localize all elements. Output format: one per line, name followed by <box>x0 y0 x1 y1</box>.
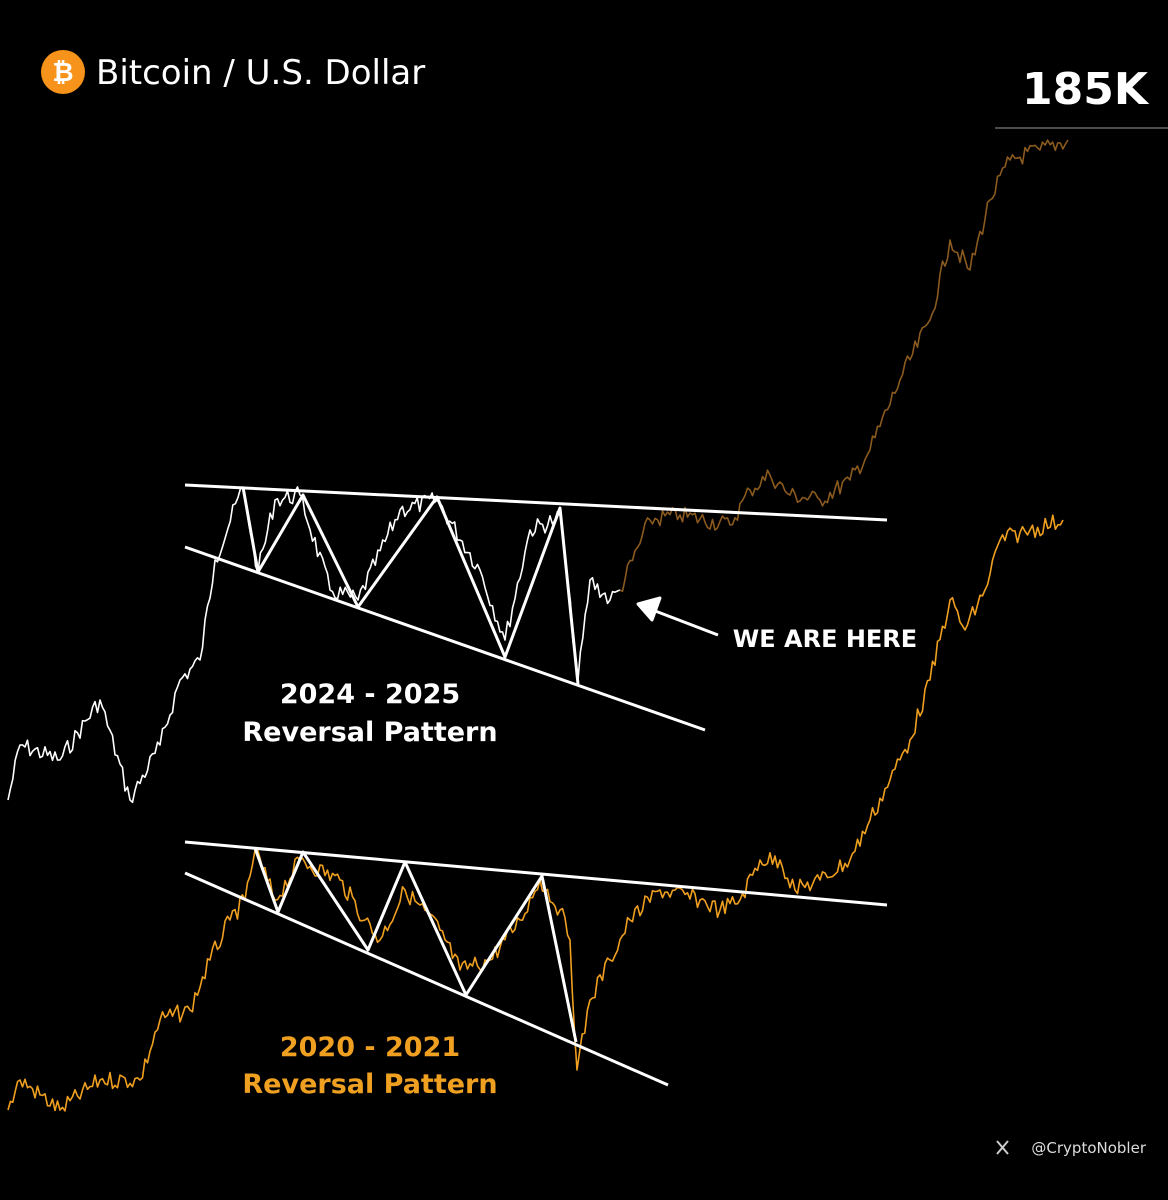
bitcoin-symbol: ₿ <box>52 58 73 88</box>
zigzag <box>253 847 578 1043</box>
pattern-years: 2020 - 2021 <box>280 1032 460 1063</box>
price-projection <box>619 139 1069 593</box>
arrow-head <box>636 596 662 622</box>
title: Bitcoin / U.S. Dollar <box>96 53 425 93</box>
price-label: 185K <box>1022 64 1150 115</box>
arrow <box>649 607 719 637</box>
trend-line <box>184 483 888 522</box>
price-2020 <box>7 514 1064 1112</box>
pattern-label: Reversal Pattern <box>242 717 497 748</box>
x-logo <box>996 1140 1009 1155</box>
handle: @CryptoNobler <box>1031 1139 1146 1157</box>
price-2024 <box>7 486 621 804</box>
annotation: WE ARE HERE <box>733 625 917 653</box>
zigzag <box>241 486 580 685</box>
pattern-label: Reversal Pattern <box>242 1069 497 1100</box>
pattern-years: 2024 - 2025 <box>280 679 460 710</box>
bitcoin-icon <box>41 50 85 94</box>
trend-line <box>184 545 706 732</box>
trend-line <box>184 871 669 1087</box>
